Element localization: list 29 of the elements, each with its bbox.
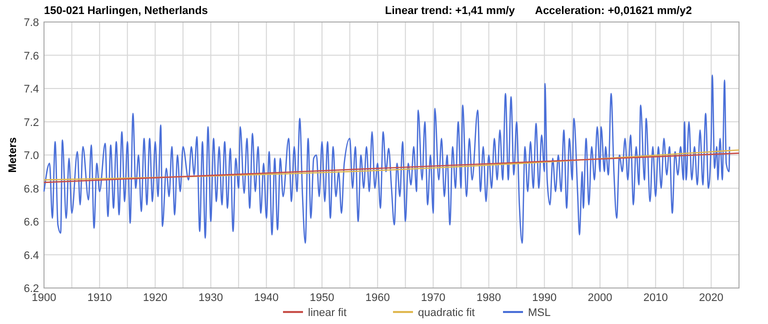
chart-title: 150-021 Harlingen, Netherlands: [44, 5, 208, 17]
y-tick-label: 6.6: [24, 216, 39, 228]
legend-label: MSL: [528, 307, 551, 319]
y-tick-label: 7.2: [24, 116, 39, 129]
y-tick-label: 7.8: [24, 17, 39, 29]
x-tick-label: 1910: [87, 292, 112, 304]
text: Acceleration: +0,01621 mm/y2: [535, 5, 692, 17]
y-tick-label: 7.0: [24, 150, 39, 162]
y-tick-label: 7.6: [24, 50, 39, 62]
y-axis-title: Meters: [7, 137, 19, 173]
x-tick-label: 2000: [588, 292, 612, 304]
x-tick-label: 1950: [310, 292, 334, 304]
y-tick-label: 6.4: [24, 250, 39, 262]
x-tick-label: 1980: [476, 292, 502, 304]
x-tick-label: 1930: [198, 292, 224, 304]
legend-label: quadratic fit: [418, 307, 475, 319]
line-series: [43, 74, 730, 244]
x-tick-label: 2020: [698, 292, 724, 304]
text: Linear trend: +1,41 mm/y: [385, 5, 516, 17]
y-tick-label: 6.8: [24, 183, 39, 196]
legend-label: linear fit: [308, 307, 347, 319]
x-tick-label: 1920: [142, 292, 168, 304]
x-tick-label: 1990: [532, 292, 557, 304]
x-tick-label: 1900: [32, 292, 56, 304]
y-tick-label: 7.4: [24, 84, 39, 96]
x-tick-label: 1960: [365, 292, 390, 304]
x-tick-label: 2010: [643, 292, 668, 304]
x-tick-label: 1940: [254, 292, 279, 304]
x-tick-label: 1970: [420, 292, 446, 304]
